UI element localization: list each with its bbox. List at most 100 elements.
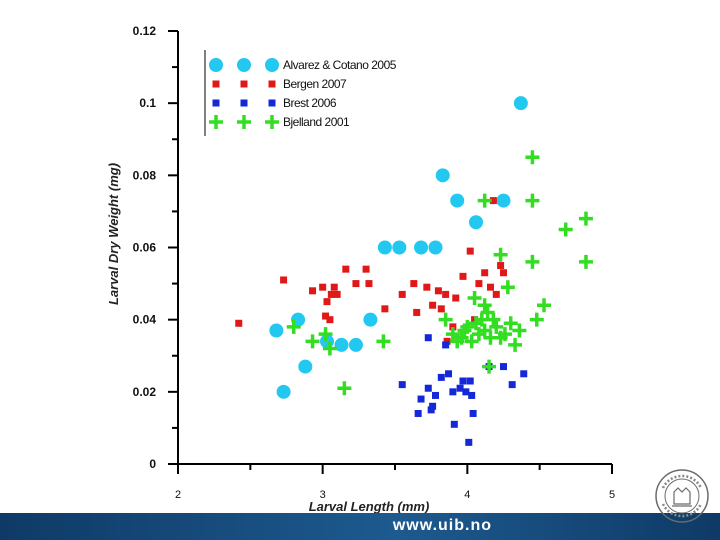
- legend-marker: [240, 80, 248, 88]
- legend-marker: [237, 115, 251, 129]
- data-point: [323, 298, 331, 306]
- data-point: [496, 193, 511, 208]
- data-point: [327, 290, 335, 298]
- data-point: [489, 197, 497, 205]
- data-point: [363, 312, 378, 327]
- data-point: [452, 294, 460, 302]
- data-point: [365, 280, 373, 288]
- data-point: [392, 240, 407, 255]
- data-point: [475, 280, 483, 288]
- data-point: [319, 283, 327, 291]
- data-point: [276, 384, 291, 399]
- data-point: [352, 280, 360, 288]
- x-tick-label: 4: [464, 489, 470, 501]
- data-point: [500, 269, 507, 277]
- data-point: [423, 283, 431, 291]
- legend-marker: [240, 99, 248, 107]
- y-tick-label: 0.04: [133, 313, 157, 327]
- y-tick-label: 0.12: [133, 24, 157, 38]
- data-point: [525, 150, 540, 165]
- data-point: [462, 388, 470, 396]
- data-point: [429, 402, 437, 410]
- data-point: [513, 96, 528, 111]
- data-point: [377, 240, 392, 255]
- data-point: [333, 290, 341, 298]
- data-point: [558, 222, 573, 237]
- legend-marker: [268, 99, 276, 107]
- data-point: [445, 370, 453, 378]
- data-point: [318, 327, 333, 342]
- data-point: [578, 254, 593, 269]
- data-point: [497, 327, 512, 342]
- data-point: [381, 305, 389, 313]
- data-point: [578, 211, 593, 226]
- y-tick-label: 0.06: [133, 241, 157, 255]
- x-tick-label: 2: [175, 489, 181, 501]
- series-3: [286, 150, 593, 396]
- data-point: [442, 341, 450, 349]
- data-point: [438, 312, 453, 327]
- data-point: [497, 262, 505, 270]
- data-point: [398, 290, 406, 298]
- data-point: [424, 384, 432, 392]
- data-point: [414, 240, 429, 255]
- data-point: [280, 276, 288, 284]
- data-point: [477, 298, 492, 313]
- data-point: [427, 406, 435, 414]
- y-tick-label: 0.08: [133, 168, 157, 182]
- data-point: [322, 312, 330, 320]
- data-point: [326, 316, 334, 324]
- series-2: [398, 334, 528, 446]
- data-point: [445, 327, 460, 342]
- data-point: [413, 308, 421, 316]
- data-point: [459, 377, 467, 385]
- data-point: [465, 438, 473, 446]
- data-point: [525, 193, 540, 208]
- data-point: [500, 280, 515, 295]
- data-point: [529, 312, 544, 327]
- data-point: [437, 373, 445, 381]
- data-point: [486, 312, 501, 327]
- data-point: [417, 395, 425, 403]
- data-point: [298, 359, 313, 374]
- data-point: [442, 290, 450, 298]
- data-point: [456, 384, 464, 392]
- data-point: [376, 334, 391, 349]
- data-point: [414, 409, 422, 417]
- data-points: [235, 96, 593, 446]
- data-point: [443, 337, 451, 345]
- data-point: [362, 265, 370, 273]
- data-point: [503, 316, 518, 331]
- x-tick-label: 3: [320, 489, 326, 501]
- legend-marker: [268, 80, 276, 88]
- university-seal-icon: [655, 469, 709, 523]
- data-point: [330, 283, 338, 291]
- data-point: [508, 337, 523, 352]
- y-tick-label: 0: [149, 457, 156, 471]
- data-point: [467, 291, 482, 306]
- data-point: [469, 215, 484, 230]
- footer-url[interactable]: www.uib.no: [392, 517, 492, 534]
- legend: Alvarez & Cotano 2005 Bergen 2007 Brest 20…: [204, 50, 397, 136]
- data-point: [450, 420, 458, 428]
- data-point: [309, 287, 317, 295]
- data-point: [464, 334, 479, 349]
- legend-marker: [209, 115, 223, 129]
- data-point: [493, 247, 508, 262]
- data-point: [466, 247, 474, 255]
- y-axis-label: Larval Dry Weight (mg): [106, 163, 121, 305]
- data-point: [489, 319, 504, 334]
- y-tick-label: 0.02: [133, 385, 157, 399]
- legend-label: Alvarez & Cotano 2005: [283, 58, 397, 72]
- axes: 0 0.02 0.04 0.06 0.08 0.1 0.12 2 3 4 5: [133, 24, 615, 501]
- data-point: [337, 381, 352, 396]
- data-point: [449, 388, 457, 396]
- footer-bar: www.uib.no: [0, 513, 720, 540]
- data-point: [334, 337, 349, 352]
- data-point: [398, 381, 406, 389]
- data-point: [424, 334, 432, 342]
- data-point: [434, 287, 442, 295]
- legend-label: Brest 2006: [283, 96, 337, 110]
- x-tick-label: 5: [609, 489, 615, 501]
- data-point: [520, 370, 528, 378]
